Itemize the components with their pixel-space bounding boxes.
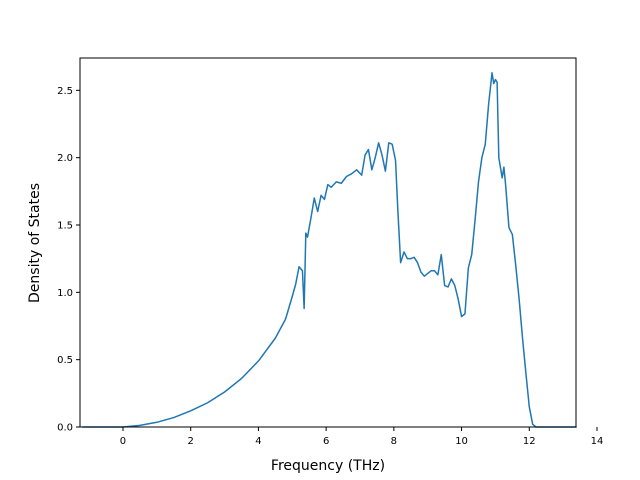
- x-tick-label: 12: [523, 436, 536, 447]
- y-tick-label: 2.5: [57, 86, 73, 97]
- x-tick-label: 0: [120, 436, 126, 447]
- x-tick-label: 2: [188, 436, 194, 447]
- y-axis: 0.0 0.5 1.0 1.5 2.0 2.5: [57, 86, 80, 434]
- y-tick-label: 1.5: [57, 220, 73, 231]
- x-axis-label: Frequency (THz): [271, 458, 385, 474]
- plot-frame: [79, 57, 577, 428]
- y-tick-label: 0.0: [57, 423, 73, 434]
- y-tick-label: 2.0: [57, 153, 73, 164]
- y-tick-label: 1.0: [57, 288, 73, 299]
- x-tick-label: 14: [591, 436, 604, 447]
- x-tick-label: 8: [391, 436, 397, 447]
- series-line-0: [82, 72, 577, 428]
- x-tick-label: 10: [455, 436, 468, 447]
- plot-area: [79, 57, 577, 428]
- x-tick-label: 4: [255, 436, 261, 447]
- y-axis-label: Density of States: [27, 183, 43, 303]
- y-tick-label: 0.5: [57, 355, 73, 366]
- x-tick-label: 6: [323, 436, 329, 447]
- x-axis: 0 2 4 6 8 10 12 14: [120, 427, 604, 447]
